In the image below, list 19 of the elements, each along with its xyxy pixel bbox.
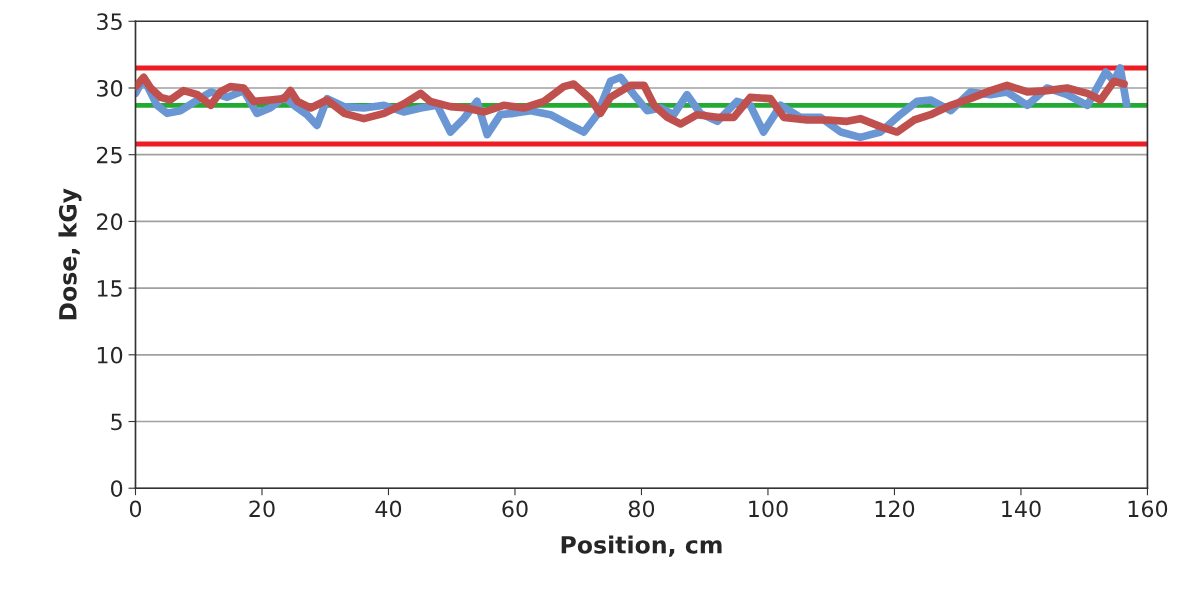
- x-tick-label: 0: [129, 500, 142, 518]
- y-tick-label: 30: [97, 79, 123, 97]
- y-tick-label: 25: [97, 146, 122, 164]
- x-tick-label: 40: [375, 500, 402, 518]
- y-axis-title: Dose, kGy: [58, 188, 82, 320]
- x-tick-label: 80: [628, 500, 655, 518]
- y-tick-label: 15: [97, 280, 122, 297]
- y-tick-label: 35: [97, 13, 122, 31]
- x-tick-label: 60: [502, 500, 528, 518]
- x-tick-label: 140: [1002, 500, 1041, 518]
- x-tick-label: 20: [249, 500, 275, 518]
- x-axis-title: Position, cm: [561, 535, 722, 557]
- y-tick-label: 20: [97, 213, 123, 231]
- y-tick-label: 5: [111, 413, 122, 431]
- x-tick-label: 120: [875, 500, 915, 518]
- y-tick-label: 0: [111, 480, 123, 497]
- x-tick-label: 160: [1128, 500, 1168, 518]
- x-tick-label: 100: [749, 500, 788, 518]
- y-tick-label: 10: [97, 346, 123, 364]
